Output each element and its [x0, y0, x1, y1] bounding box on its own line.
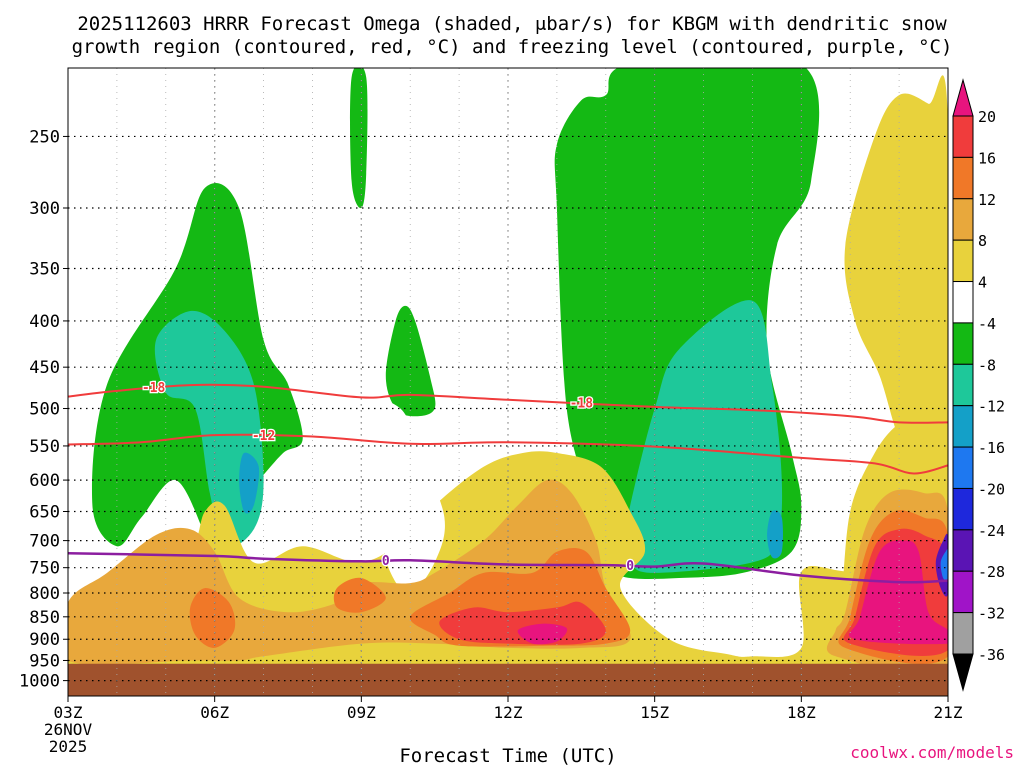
omega-region-22	[940, 549, 948, 581]
colorbar-box-2	[952, 198, 974, 241]
colorbar-label-9: -20	[978, 480, 1005, 498]
y-tick-label-650: 650	[29, 503, 60, 523]
x-tick-label-09Z: 09Z	[347, 703, 376, 722]
colorbar-box-9	[952, 487, 974, 531]
colorbar-label-6: -8	[978, 356, 996, 374]
omega-region-20	[849, 540, 948, 645]
x-axis: 03Z 06Z 09Z 12Z 15Z 18Z 21Z	[54, 696, 963, 722]
colorbar-bottom-arrow	[952, 653, 974, 692]
y-tick-label-600: 600	[29, 471, 60, 491]
y-tick-label-950: 950	[29, 651, 60, 671]
dgz-contour-label-1a: -12	[252, 429, 275, 444]
credit-text: coolwx.com/models	[850, 743, 1014, 762]
x-start-year: 2025	[49, 737, 88, 756]
colorbar-box-0	[952, 115, 974, 158]
y-tick-label-250: 250	[29, 127, 60, 147]
y-tick-label-550: 550	[29, 437, 60, 457]
dgz-contour-line-0	[67, 383, 949, 424]
colorbar-top-arrow	[952, 78, 974, 117]
colorbar-box-11	[952, 570, 974, 614]
x-tick-label-03Z: 03Z	[54, 703, 83, 722]
chart-title-line2: growth region (contoured, red, °C) and f…	[72, 36, 953, 58]
dgz-contour-line-1	[67, 433, 949, 475]
colorbar-box-10	[952, 529, 974, 572]
colorbar-label-0: 20	[978, 108, 996, 126]
freezing-level-label-b: 0	[626, 559, 634, 574]
colorbar-label-12: -32	[978, 605, 1005, 623]
colorbar-box-7	[952, 405, 974, 448]
y-tick-label-850: 850	[29, 608, 60, 628]
colorbar-label-7: -12	[978, 398, 1005, 416]
y-tick-label-750: 750	[29, 559, 60, 579]
x-tick-label-12Z: 12Z	[494, 703, 523, 722]
chart-title-line1: 2025112603 HRRR Forecast Omega (shaded, …	[77, 13, 947, 35]
omega-region-1	[154, 310, 264, 548]
y-tick-label-450: 450	[29, 358, 60, 378]
colorbar: 20 16 12 8 4 -4 -8 -12 -16 -20 -24 -28 -32 -36	[952, 78, 1005, 692]
colorbar-label-1: 16	[978, 149, 996, 167]
colorbar-label-4: 4	[978, 274, 987, 292]
colorbar-label-11: -28	[978, 563, 1005, 581]
omega-region-4	[385, 305, 436, 417]
colorbar-box-1	[952, 156, 974, 200]
dgz-contour-label-0a: -18	[142, 381, 166, 396]
x-tick-label-18Z: 18Z	[787, 703, 816, 722]
x-tick-label-06Z: 06Z	[200, 703, 229, 722]
omega-region-3	[350, 68, 368, 209]
y-tick-label-300: 300	[29, 199, 60, 219]
x-tick-label-15Z: 15Z	[640, 703, 669, 722]
grid-lines	[68, 68, 948, 696]
omega-region-7	[767, 510, 783, 559]
colorbar-box-3	[952, 239, 974, 283]
colorbar-box-12	[952, 612, 974, 655]
y-tick-label-700: 700	[29, 532, 60, 552]
x-tick-label-21Z: 21Z	[934, 703, 963, 722]
contour-lines: -18 -18 -12 0 0	[67, 380, 949, 584]
colorbar-label-2: 12	[978, 191, 996, 209]
x-axis-label: Forecast Time (UTC)	[399, 745, 616, 767]
omega-region-11	[189, 588, 236, 648]
colorbar-label-3: 8	[978, 232, 987, 250]
y-tick-label-900: 900	[29, 630, 60, 650]
omega-region-12	[333, 577, 386, 613]
colorbar-box-4	[952, 281, 974, 324]
colorbar-label-10: -24	[978, 522, 1005, 540]
x-start-day: 26NOV	[44, 720, 93, 739]
freezing-level-line	[67, 552, 949, 584]
omega-region-6	[625, 300, 783, 573]
y-tick-label-400: 400	[29, 312, 60, 332]
freezing-level-label-a: 0	[382, 554, 390, 569]
dgz-contour-label-0b: -18	[570, 396, 594, 411]
omega-region-2	[239, 452, 260, 514]
colorbar-label-13: -36	[978, 646, 1005, 664]
y-axis: 2503003504004505005506006507007508008509…	[19, 127, 68, 692]
y-tick-label-1000: 1000	[19, 672, 60, 692]
colorbar-box-6	[952, 363, 974, 407]
y-tick-label-350: 350	[29, 260, 60, 280]
colorbar-label-8: -16	[978, 439, 1005, 457]
colorbar-box-8	[952, 446, 974, 489]
y-tick-label-500: 500	[29, 400, 60, 420]
colorbar-label-5: -4	[978, 315, 996, 333]
colorbar-box-5	[952, 322, 974, 365]
y-tick-label-800: 800	[29, 584, 60, 604]
